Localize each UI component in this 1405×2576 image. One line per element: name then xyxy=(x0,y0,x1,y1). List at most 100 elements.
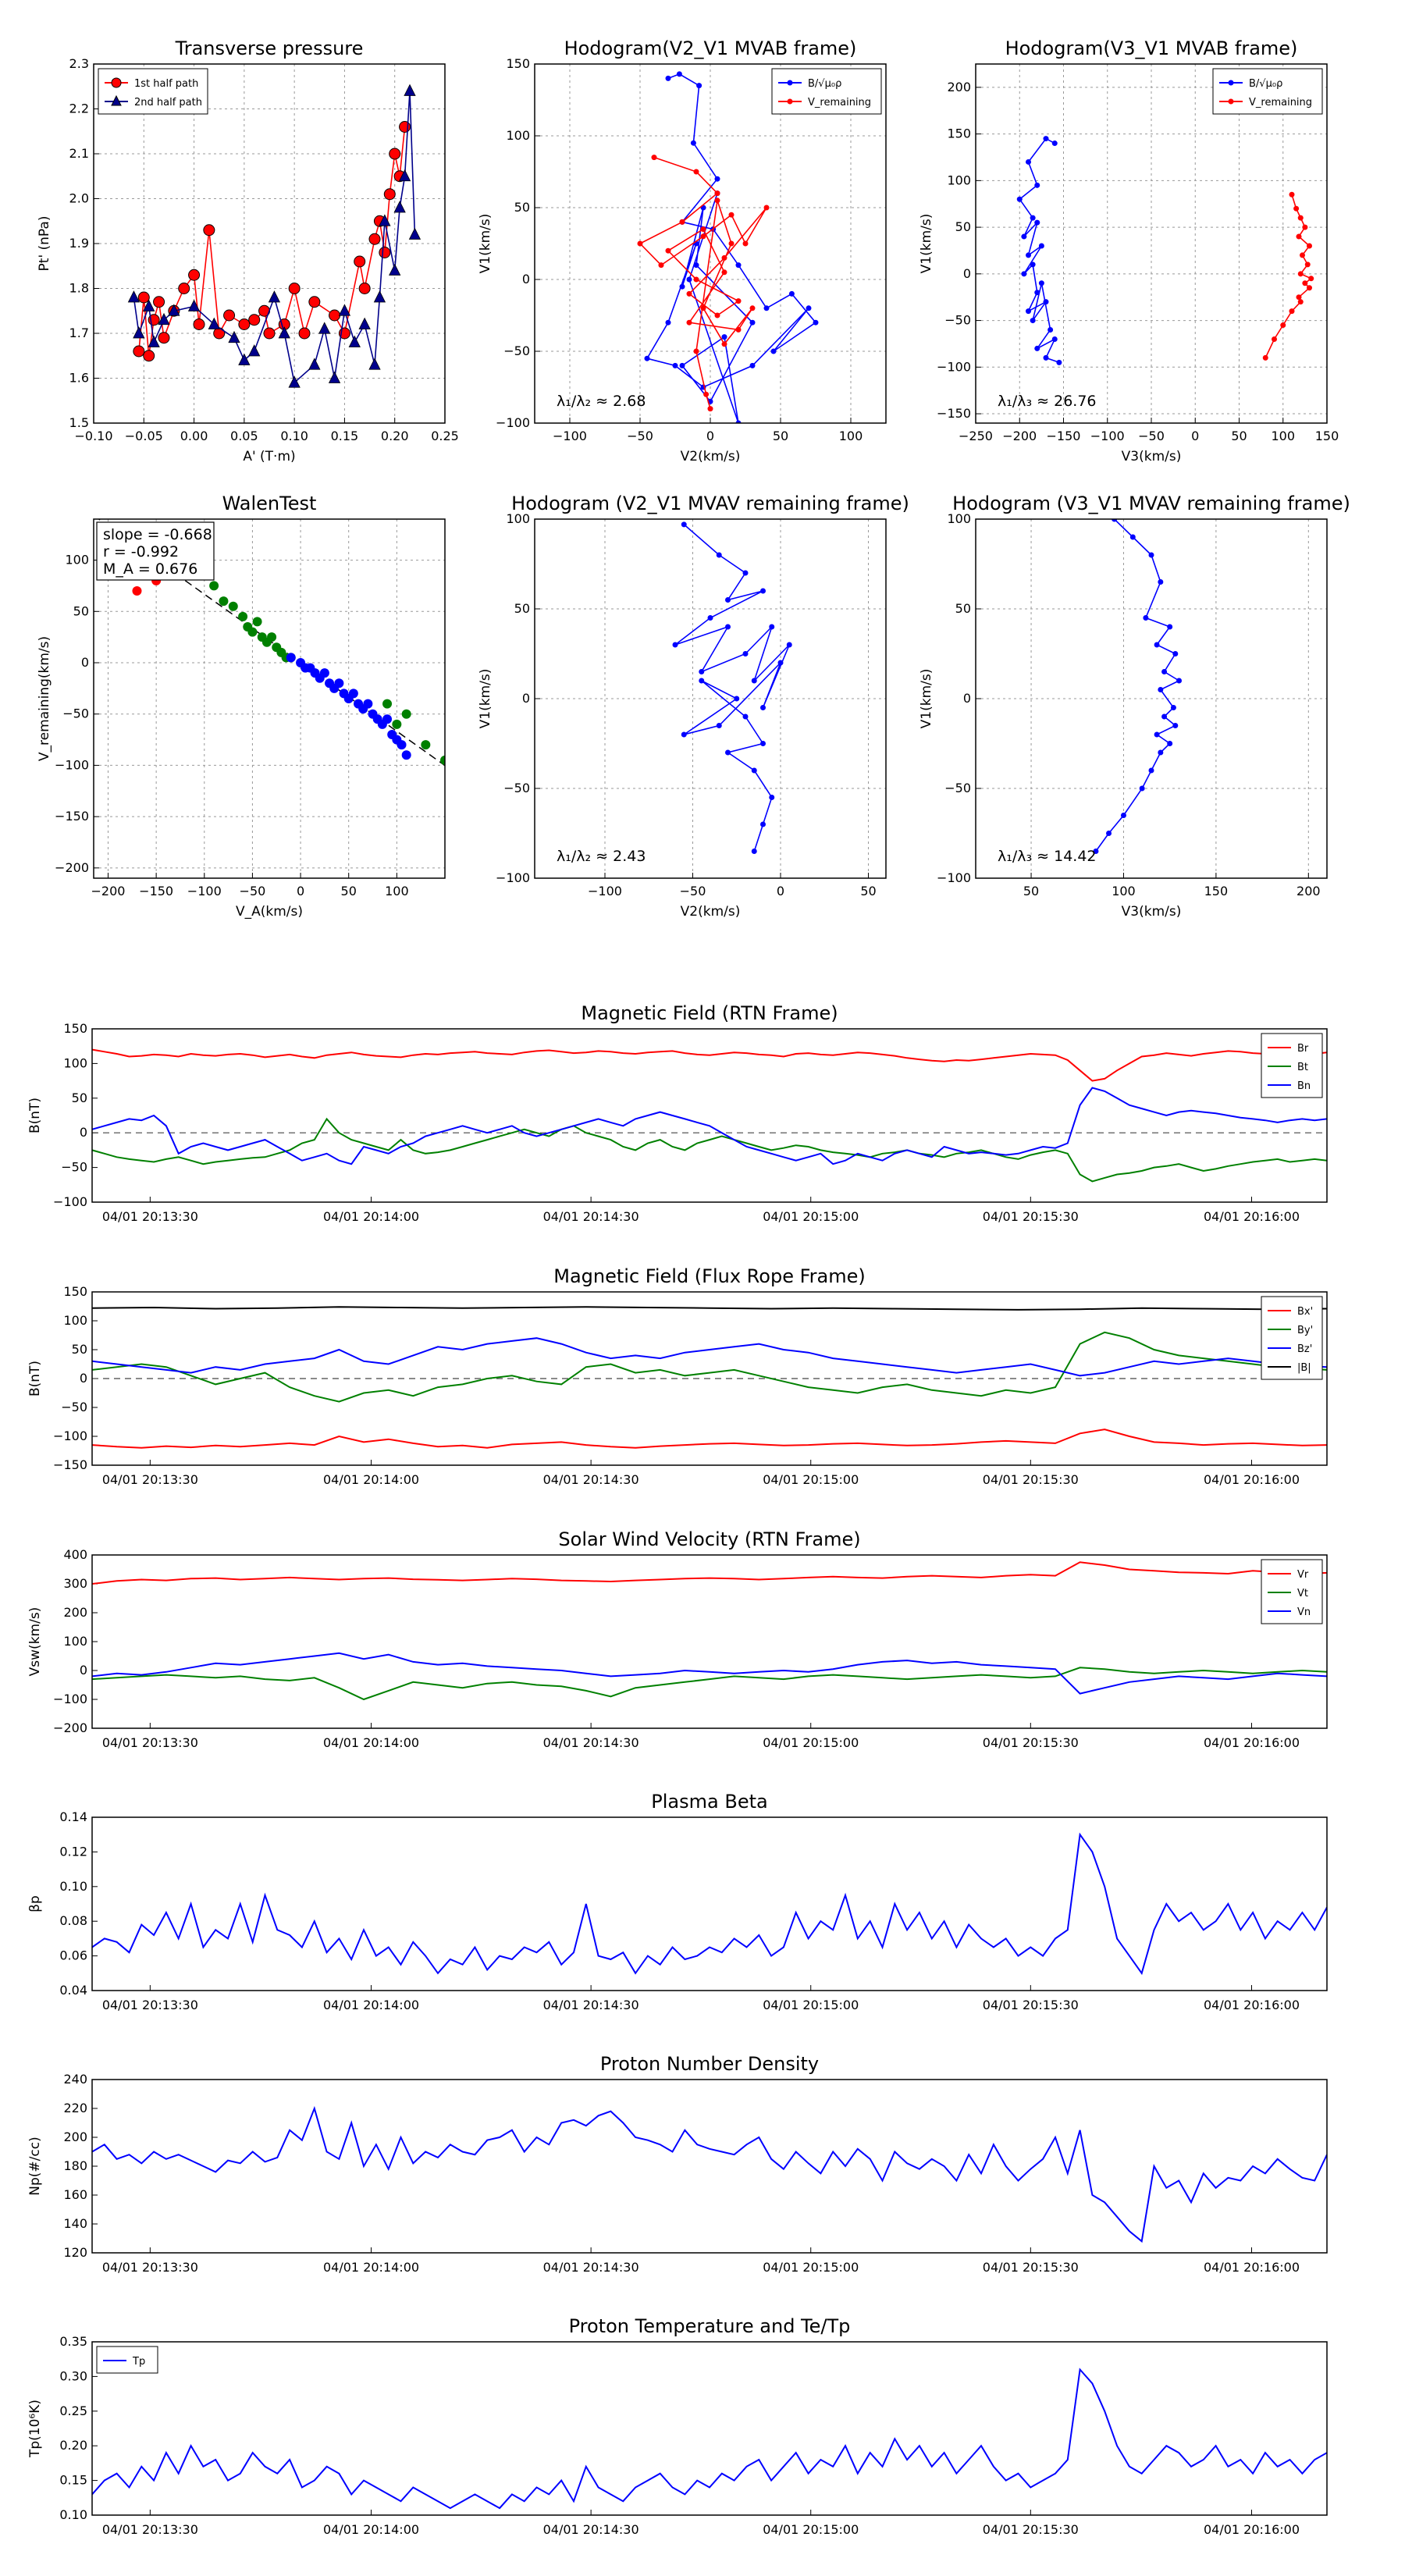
legend-item: Bz' xyxy=(1268,1343,1312,1355)
data-point xyxy=(1280,322,1286,329)
data-point xyxy=(1297,215,1304,221)
y-tick-label: 150 xyxy=(506,56,530,71)
legend-label: Bx' xyxy=(1297,1306,1313,1318)
series-2nd-half-path xyxy=(127,84,422,388)
data-point xyxy=(1051,336,1058,342)
data-point xyxy=(714,190,720,197)
y-tick-label: 0 xyxy=(522,272,530,286)
data-point xyxy=(1034,290,1040,296)
y-tick-label: −100 xyxy=(937,359,971,374)
plot-area xyxy=(92,1048,1327,1183)
y-tick-label: 0 xyxy=(963,691,971,706)
legend-item: 1st half path xyxy=(105,77,198,90)
x-tick-label: 04/01 20:13:30 xyxy=(102,1209,198,1224)
data-point xyxy=(1026,158,1031,165)
x-tick-label: 04/01 20:15:00 xyxy=(763,1735,859,1750)
x-tick-label: 04/01 20:14:30 xyxy=(543,1472,639,1487)
data-point xyxy=(769,624,775,630)
panel-h1: Hodogram(V2_V1 MVAB frame) −100 −50 0 50 100 1… xyxy=(478,37,887,464)
stat-line: M_A = 0.676 xyxy=(103,560,197,578)
x-tick-label: 04/01 20:13:30 xyxy=(102,1472,198,1487)
y-tick-label: 0.04 xyxy=(59,1983,87,1998)
data-point xyxy=(658,262,664,269)
series-vt xyxy=(92,1667,1327,1701)
y-axis-label: βp xyxy=(27,1895,43,1912)
data-point xyxy=(1139,785,1145,792)
y-tick-label: −50 xyxy=(61,1160,87,1175)
series-line xyxy=(92,1306,1327,1311)
data-point xyxy=(228,601,238,611)
data-point xyxy=(1302,224,1308,230)
y-tick-label: 200 xyxy=(63,1605,87,1620)
data-point xyxy=(806,305,812,311)
series--b- xyxy=(92,1306,1327,1311)
y-axis-label: Vsw(km/s) xyxy=(27,1607,43,1677)
eigenvalue-ratio: λ₁/λ₂ ≈ 2.68 xyxy=(557,393,646,410)
data-point xyxy=(363,699,373,709)
y-tick-label: 240 xyxy=(63,2072,87,2087)
y-tick-label: 400 xyxy=(63,1547,87,1562)
data-point xyxy=(1167,624,1173,630)
x-axis-label: V2(km/s) xyxy=(681,904,741,920)
data-point xyxy=(252,617,262,627)
data-point xyxy=(1148,552,1154,558)
data-point xyxy=(725,624,731,630)
x-tick-label: 04/01 20:15:00 xyxy=(763,2260,859,2275)
legend-label: Bn xyxy=(1297,1080,1311,1092)
series-line xyxy=(92,1117,1327,1183)
legend-label: Vt xyxy=(1297,1588,1308,1599)
data-point xyxy=(1021,233,1027,240)
series-line xyxy=(92,1832,1327,1976)
data-point xyxy=(1034,345,1040,351)
data-point xyxy=(308,296,321,308)
legend-item: Br xyxy=(1268,1043,1309,1055)
y-tick-label: 200 xyxy=(63,2129,87,2144)
y-axis-label: V1(km/s) xyxy=(478,214,493,274)
series-b- xyxy=(1016,136,1062,365)
data-point xyxy=(1030,262,1036,268)
y-tick-label: 220 xyxy=(63,2101,87,2115)
data-point xyxy=(382,699,393,709)
panel-h4: Hodogram (V3_V1 MVAV remaining frame) −10… xyxy=(919,493,1350,920)
x-tick-label: −50 xyxy=(680,884,706,898)
panel-title: WalenTest xyxy=(222,493,317,514)
y-tick-label: 0.10 xyxy=(59,2507,87,2522)
legend-item: Vr xyxy=(1268,1569,1309,1581)
data-point xyxy=(760,821,766,827)
legend-item: Bn xyxy=(1268,1080,1311,1092)
x-tick-label: 04/01 20:14:30 xyxy=(543,2260,639,2275)
y-tick-label: 50 xyxy=(955,601,971,616)
y-axis-label: V1(km/s) xyxy=(919,669,934,729)
axes-frame xyxy=(534,518,887,879)
data-point xyxy=(1158,687,1164,692)
data-point xyxy=(383,188,396,201)
data-point xyxy=(193,318,205,330)
data-point xyxy=(288,375,301,388)
data-point xyxy=(188,269,201,281)
x-tick-label: 04/01 20:15:00 xyxy=(763,1472,859,1487)
series-v-remaining xyxy=(637,155,770,412)
panel-tp: Transverse pressure 1.5 1.6 1.7 1.8 1.9 2.0 2.1… xyxy=(37,37,459,464)
y-tick-label: −50 xyxy=(944,313,971,328)
x-tick-label: 04/01 20:15:30 xyxy=(983,1472,1079,1487)
data-point xyxy=(238,353,251,365)
data-point xyxy=(1026,308,1031,315)
y-tick-label: 140 xyxy=(63,2216,87,2231)
data-point xyxy=(696,83,702,89)
data-point xyxy=(1308,276,1314,282)
y-tick-label: 2.3 xyxy=(69,56,89,71)
series-line xyxy=(92,1337,1327,1377)
data-point xyxy=(389,263,401,276)
series-beta xyxy=(92,1832,1327,1976)
data-point xyxy=(721,334,727,340)
legend-marker xyxy=(1228,80,1234,86)
axes-frame xyxy=(93,63,446,424)
x-tick-label: 04/01 20:13:30 xyxy=(102,2260,198,2275)
y-tick-label: 200 xyxy=(947,80,971,94)
data-point xyxy=(238,318,251,330)
data-point xyxy=(328,371,341,383)
data-point xyxy=(637,240,643,247)
data-point xyxy=(278,326,290,339)
x-tick-label: 200 xyxy=(1297,884,1321,898)
plot-area xyxy=(92,2368,1327,2510)
